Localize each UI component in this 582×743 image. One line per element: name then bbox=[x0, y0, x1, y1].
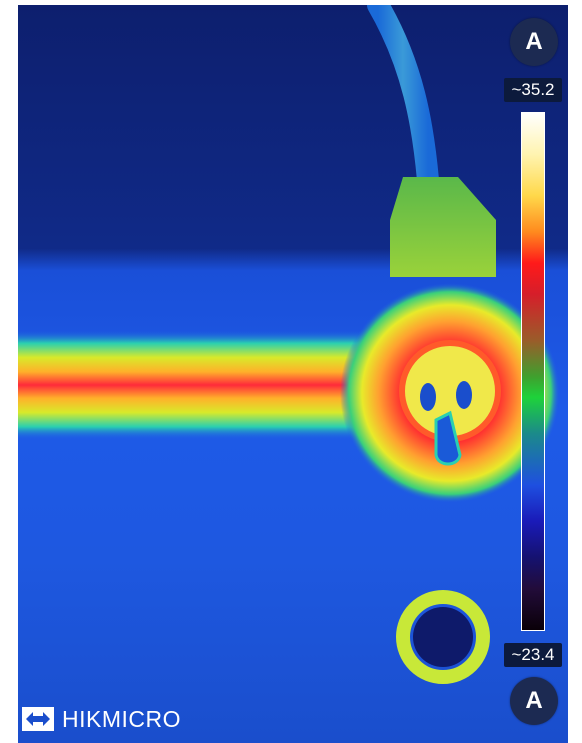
brand-logo: HIKMICRO bbox=[22, 702, 181, 736]
joint-probe-shape bbox=[434, 410, 462, 466]
auto-range-bottom-button[interactable]: A bbox=[510, 677, 558, 725]
bottom-ring-shape bbox=[396, 590, 490, 684]
auto-range-top-button[interactable]: A bbox=[510, 18, 558, 66]
brand-name: HIKMICRO bbox=[62, 705, 181, 732]
temperature-color-scale bbox=[521, 112, 545, 631]
plug-shape bbox=[390, 177, 496, 277]
hikmicro-logo-icon bbox=[22, 707, 54, 731]
min-temperature-label: ~23.4 bbox=[504, 643, 562, 667]
cable-shape bbox=[367, 5, 439, 191]
thermal-image-view bbox=[18, 5, 568, 743]
joint-hole-right bbox=[456, 381, 472, 409]
thermal-scene bbox=[18, 5, 568, 743]
max-temperature-label: ~35.2 bbox=[504, 78, 562, 102]
bottom-ring-hole bbox=[413, 607, 473, 667]
joint-hole-left bbox=[420, 383, 436, 411]
